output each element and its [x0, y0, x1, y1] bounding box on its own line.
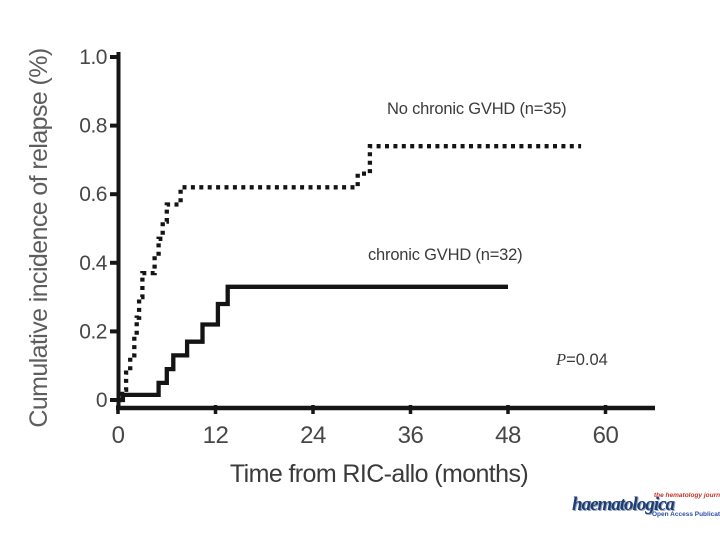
- p-value-annotation: P=0.04: [556, 350, 608, 370]
- x-tick-label: 0: [112, 422, 125, 449]
- y-tick-label: 0.8: [79, 115, 107, 138]
- logo-tagline-open-access: Open Access Publication: [652, 511, 720, 518]
- x-tick-label: 12: [203, 422, 229, 449]
- x-axis-title: Time from RIC-allo (months): [229, 460, 529, 488]
- series-curve-solid: [118, 284, 508, 403]
- x-tick-label: 36: [398, 422, 424, 449]
- logo-wordmark: haematologica: [572, 494, 675, 515]
- x-tick-label: 48: [495, 422, 521, 449]
- series-label-no-chronic-gvhd: No chronic GVHD (n=35): [387, 100, 567, 118]
- p-value-symbol: P: [556, 350, 567, 369]
- logo-tagline-journal: the hematology journal: [654, 492, 720, 499]
- y-tick-label: 0.6: [79, 183, 107, 206]
- y-tick-label: 0.2: [79, 320, 107, 343]
- series-curve-dotted: [118, 144, 582, 403]
- y-tick-label: 0.4: [79, 252, 108, 275]
- x-tick-label: 60: [593, 422, 619, 449]
- series-label-chronic-gvhd: chronic GVHD (n=32): [368, 246, 523, 264]
- y-tick-label: 0: [96, 389, 107, 412]
- haematologica-logo: haematologica the hematology journal Ope…: [572, 490, 720, 532]
- y-tick-label: 1.0: [79, 46, 107, 69]
- p-value-number: =0.04: [566, 351, 608, 369]
- x-tick-label: 24: [300, 422, 326, 449]
